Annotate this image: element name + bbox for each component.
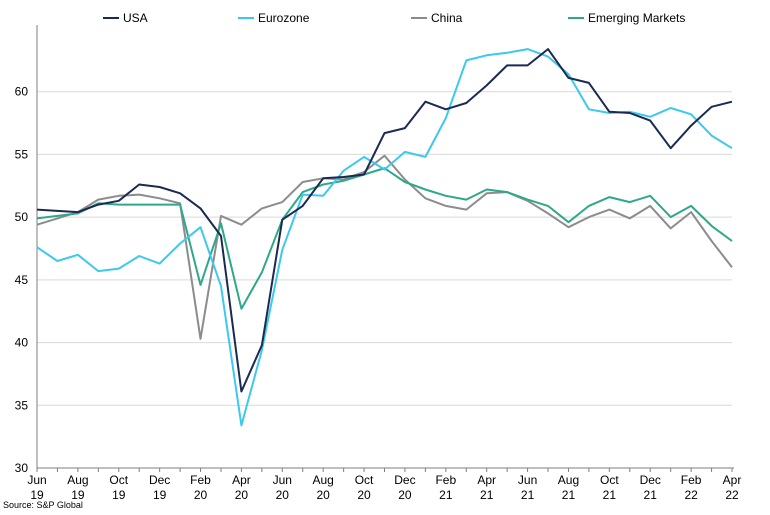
x-tick-labels: Jun19Aug19Oct19Dec19Feb20Apr20Jun20Aug20… — [27, 473, 741, 502]
y-tick-label-40: 40 — [15, 336, 29, 350]
legend-item-eurozone: Eurozone — [238, 11, 309, 25]
y-tick-label-60: 60 — [15, 85, 29, 99]
x-tick-label-top: Apr — [723, 473, 742, 487]
x-tick-label-bottom: 21 — [439, 488, 453, 502]
x-tick-label-bottom: 19 — [153, 488, 167, 502]
x-tick-label-bottom: 19 — [112, 488, 126, 502]
x-tick-label-bottom: 21 — [644, 488, 658, 502]
legend-label: Emerging Markets — [588, 11, 686, 25]
source-note: Source: S&P Global — [3, 500, 83, 510]
x-tick-label-top: Oct — [355, 473, 374, 487]
series-line-eurozone — [36, 48, 733, 427]
legend-item-china: China — [411, 11, 462, 25]
legend-label: Eurozone — [258, 11, 310, 25]
y-tick-label-55: 55 — [15, 147, 29, 161]
y-tick-label-50: 50 — [15, 210, 29, 224]
x-tick-label-top: Jun — [27, 473, 46, 487]
x-tick-label-bottom: 21 — [562, 488, 576, 502]
x-tick-label-bottom: 21 — [480, 488, 494, 502]
legend-swatch — [103, 17, 119, 19]
x-tick-label-top: Aug — [312, 473, 333, 487]
x-tick-label-top: Feb — [681, 473, 702, 487]
y-tick-label-45: 45 — [15, 273, 29, 287]
x-tick-label-top: Apr — [477, 473, 496, 487]
x-tick-label-top: Apr — [232, 473, 251, 487]
legend-item-emerging-markets: Emerging Markets — [568, 11, 685, 25]
x-tick-label-bottom: 22 — [684, 488, 698, 502]
x-tick-label-bottom: 20 — [316, 488, 330, 502]
x-tick-label-top: Dec — [394, 473, 415, 487]
x-tick-label-bottom: 20 — [398, 488, 412, 502]
y-tick-label-35: 35 — [15, 398, 29, 412]
legend-item-usa: USA — [103, 11, 148, 25]
x-tick-label-top: Oct — [109, 473, 128, 487]
series-line-emerging-markets — [36, 167, 733, 310]
series-line-usa — [36, 48, 733, 393]
y-tick-label-30: 30 — [15, 461, 29, 475]
x-tick-label-bottom: 20 — [357, 488, 371, 502]
legend-swatch — [238, 17, 254, 19]
x-tick-label-top: Oct — [600, 473, 619, 487]
x-tick-label-bottom: 20 — [235, 488, 249, 502]
legend-swatch — [568, 17, 584, 19]
legend-label: China — [431, 11, 463, 25]
x-tick-label-bottom: 20 — [276, 488, 290, 502]
series-lines — [36, 48, 733, 427]
x-tick-label-top: Dec — [149, 473, 170, 487]
x-tick-label-bottom: 22 — [725, 488, 739, 502]
x-tick-label-bottom: 21 — [603, 488, 617, 502]
y-tick-labels: 30 35 40 45 50 55 60 — [15, 85, 29, 475]
x-tick-label-bottom: 20 — [194, 488, 208, 502]
x-tick-label-top: Feb — [435, 473, 456, 487]
x-tick-label-bottom: 21 — [521, 488, 535, 502]
x-tick-label-bottom: 19 — [71, 488, 85, 502]
gridlines — [37, 91, 732, 406]
x-tick-label-top: Feb — [190, 473, 211, 487]
legend: USA Eurozone China Emerging Markets — [0, 11, 770, 29]
x-tick-label-top: Jun — [273, 473, 292, 487]
x-tick-label-bottom: 19 — [30, 488, 44, 502]
x-tick-label-top: Aug — [558, 473, 579, 487]
x-tick-label-top: Aug — [67, 473, 88, 487]
legend-label: USA — [123, 11, 148, 25]
series-line-china — [36, 154, 733, 340]
x-tick-label-top: Jun — [518, 473, 537, 487]
x-tick-label-top: Dec — [640, 473, 661, 487]
legend-swatch — [411, 17, 427, 19]
axes — [36, 25, 734, 472]
